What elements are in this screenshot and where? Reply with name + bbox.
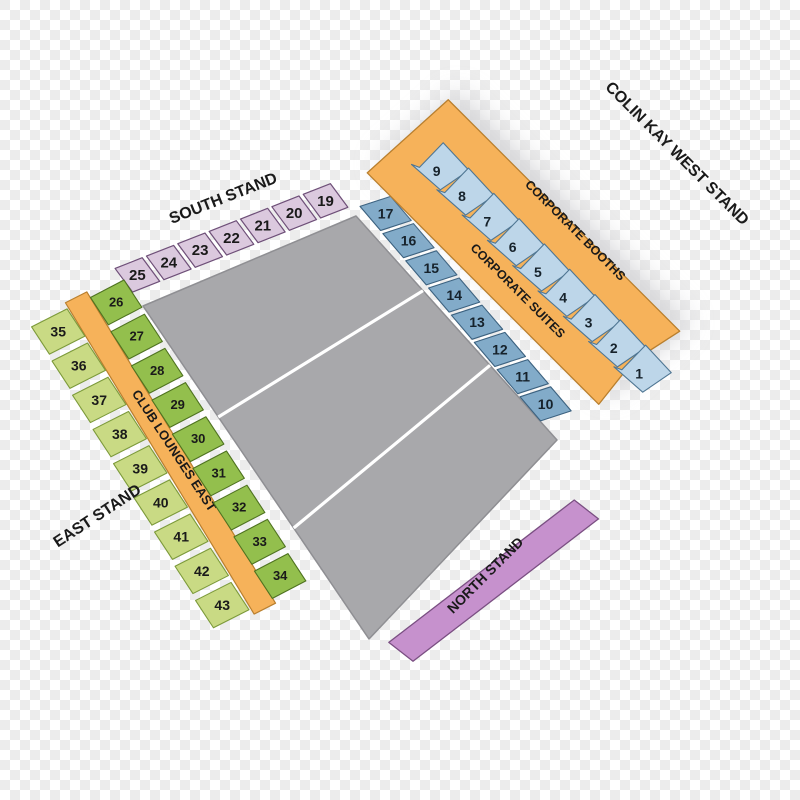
svg-text:15: 15 bbox=[424, 260, 440, 276]
svg-text:4: 4 bbox=[559, 289, 567, 305]
svg-text:9: 9 bbox=[433, 163, 441, 179]
svg-text:29: 29 bbox=[170, 397, 184, 412]
svg-text:19: 19 bbox=[317, 193, 334, 210]
svg-text:38: 38 bbox=[112, 426, 128, 442]
svg-text:6: 6 bbox=[509, 239, 517, 255]
svg-text:25: 25 bbox=[129, 267, 146, 284]
svg-text:28: 28 bbox=[150, 363, 164, 378]
svg-text:24: 24 bbox=[160, 255, 177, 272]
svg-text:31: 31 bbox=[211, 465, 225, 480]
svg-text:32: 32 bbox=[232, 500, 246, 515]
svg-text:13: 13 bbox=[469, 314, 485, 330]
svg-text:12: 12 bbox=[492, 341, 508, 357]
svg-text:39: 39 bbox=[132, 460, 148, 476]
svg-text:5: 5 bbox=[534, 264, 542, 280]
svg-text:33: 33 bbox=[252, 534, 266, 549]
svg-text:42: 42 bbox=[194, 563, 210, 579]
svg-text:43: 43 bbox=[214, 597, 230, 613]
svg-text:21: 21 bbox=[254, 218, 271, 235]
svg-text:41: 41 bbox=[173, 529, 189, 545]
svg-text:30: 30 bbox=[191, 431, 205, 446]
svg-text:34: 34 bbox=[273, 568, 288, 583]
svg-text:1: 1 bbox=[635, 365, 643, 381]
svg-text:23: 23 bbox=[192, 242, 209, 259]
svg-text:22: 22 bbox=[223, 230, 240, 247]
svg-text:17: 17 bbox=[378, 205, 394, 221]
svg-text:7: 7 bbox=[483, 214, 491, 230]
svg-text:3: 3 bbox=[585, 315, 593, 331]
svg-text:27: 27 bbox=[129, 329, 143, 344]
svg-text:40: 40 bbox=[153, 495, 169, 511]
svg-text:20: 20 bbox=[286, 205, 303, 222]
svg-text:2: 2 bbox=[610, 340, 618, 356]
svg-text:35: 35 bbox=[50, 324, 66, 340]
svg-text:10: 10 bbox=[538, 396, 554, 412]
svg-text:37: 37 bbox=[91, 392, 107, 408]
svg-text:8: 8 bbox=[458, 188, 466, 204]
svg-text:16: 16 bbox=[401, 233, 417, 249]
svg-text:36: 36 bbox=[71, 358, 87, 374]
svg-text:26: 26 bbox=[109, 294, 123, 309]
svg-text:11: 11 bbox=[515, 369, 530, 385]
svg-text:14: 14 bbox=[446, 287, 462, 303]
